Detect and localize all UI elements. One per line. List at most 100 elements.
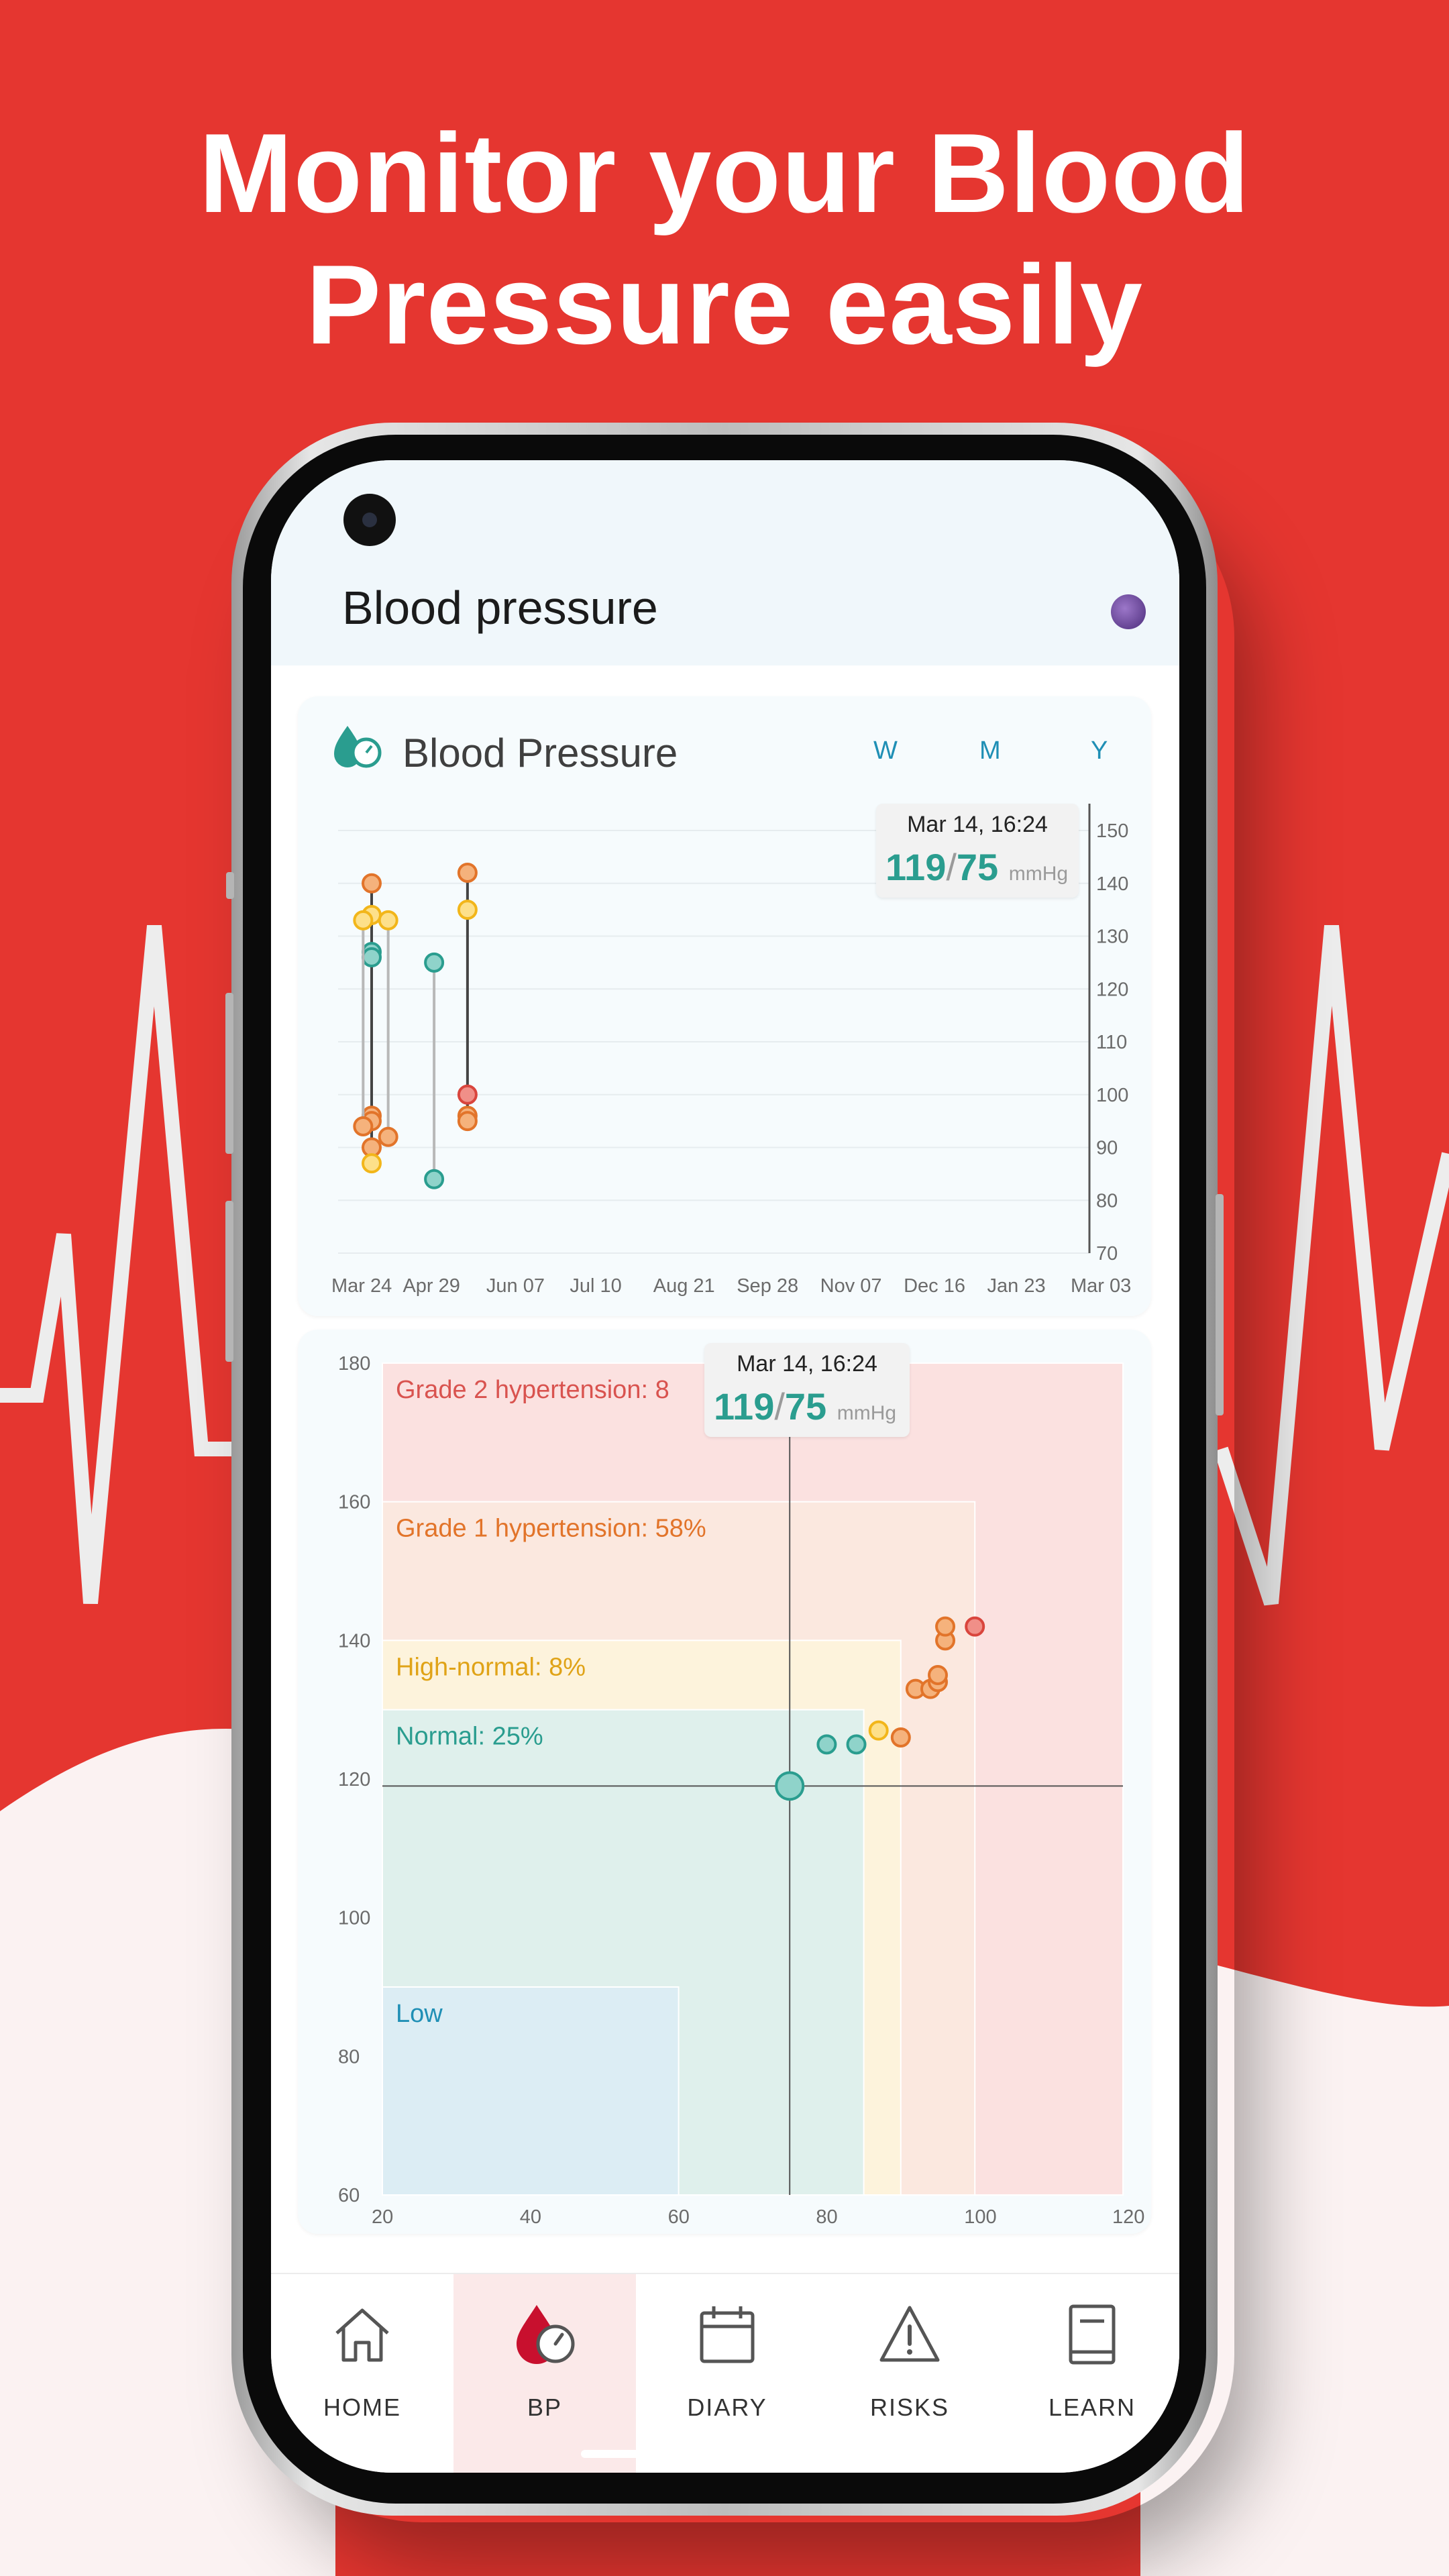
data-point [353, 910, 374, 930]
x-tick-label: Aug 21 [653, 1275, 715, 1297]
data-point [378, 1126, 398, 1147]
data-point [457, 1084, 478, 1105]
app-header: Blood pressure [271, 460, 1179, 665]
data-point [362, 947, 382, 967]
zone-label: Grade 2 hypertension: 8 [396, 1376, 669, 1404]
data-point [457, 863, 478, 883]
trend-tooltip: Mar 14, 16:24 119/75 mmHg [876, 804, 1079, 898]
range-month-button[interactable]: M [979, 737, 1001, 765]
tooltip-date: Mar 14, 16:24 [737, 1351, 877, 1377]
warning-triangle-icon [879, 2306, 940, 2362]
tab-bp[interactable]: BP [453, 2274, 636, 2473]
y-tick-label: 140 [338, 1630, 370, 1652]
data-point [928, 1665, 948, 1685]
calendar-icon [700, 2306, 755, 2363]
data-point [935, 1616, 956, 1637]
y-tick-label: 130 [1096, 926, 1128, 948]
data-point [457, 1111, 478, 1132]
data-point [816, 1734, 837, 1755]
tab-label: BP [527, 2394, 563, 2421]
x-tick-label: Dec 16 [904, 1275, 965, 1297]
tooltip-diastolic: 75 [784, 1385, 827, 1428]
x-tick-label: 20 [372, 2206, 393, 2228]
heartbeat-line-left [0, 924, 231, 1605]
range-year-button[interactable]: Y [1091, 737, 1108, 765]
book-icon [1069, 2304, 1116, 2365]
y-tick-label: 180 [338, 1353, 370, 1375]
data-point [362, 873, 382, 894]
data-point [457, 900, 478, 920]
y-tick-label: 70 [1096, 1243, 1118, 1265]
data-point [846, 1734, 867, 1755]
tab-label: RISKS [869, 2394, 950, 2421]
tooltip-systolic: 119 [714, 1385, 775, 1428]
phone-volume-button [225, 1201, 233, 1362]
zone-label: Normal: 25% [396, 1723, 543, 1751]
zone-tooltip: Mar 14, 16:24 119/75 mmHg [704, 1343, 910, 1437]
tab-learn[interactable]: LEARN [1001, 2274, 1179, 2473]
tab-label: HOME [323, 2394, 401, 2421]
phone-side-button [226, 872, 234, 899]
card-title: Blood Pressure [402, 731, 678, 775]
home-indicator [581, 2450, 869, 2458]
x-tick-label: 120 [1112, 2206, 1144, 2228]
zone-label: Grade 1 hypertension: 58% [396, 1515, 706, 1543]
y-tick-label: 80 [1096, 1190, 1118, 1212]
y-tick-label: 90 [1096, 1138, 1118, 1159]
bottom-tab-bar: HOME BP DIARY RISKS [271, 2273, 1179, 2473]
y-tick-label: 140 [1096, 873, 1128, 895]
phone-power-button [1216, 1194, 1224, 1415]
y-tick-label: 80 [338, 2046, 360, 2068]
data-point [868, 1720, 889, 1741]
tooltip-systolic: 119 [885, 846, 947, 888]
selected-data-point [775, 1771, 805, 1801]
x-tick-label: Nov 07 [820, 1275, 882, 1297]
x-tick-label: Mar 24 [331, 1275, 392, 1297]
bp-trend-card: Blood Pressure W M Y 70 80 90 100 110 120 130 1… [298, 696, 1151, 1316]
bp-trend-chart[interactable]: 70 80 90 100 110 120 130 140 150 Mar 24 Apr 29 Jun … [298, 696, 1151, 1316]
y-tick-label: 120 [1096, 979, 1128, 1000]
data-point [424, 952, 445, 973]
y-tick-label: 60 [338, 2185, 360, 2206]
x-tick-label: Apr 29 [402, 1275, 460, 1297]
tab-diary[interactable]: DIARY [636, 2274, 818, 2473]
phone-volume-button [225, 993, 233, 1154]
y-tick-label: 110 [1096, 1032, 1127, 1053]
y-tick-label: 120 [338, 1769, 370, 1790]
data-point [378, 910, 398, 930]
front-camera [343, 494, 396, 546]
headline: Monitor your Blood Pressure easily [0, 107, 1449, 370]
data-point [353, 1116, 374, 1136]
bp-drop-gauge-icon [517, 2305, 575, 2364]
tooltip-unit: mmHg [837, 1402, 897, 1424]
y-tick-label: 100 [338, 1908, 370, 1929]
x-tick-label: Sep 28 [737, 1275, 798, 1297]
data-point [890, 1727, 911, 1748]
tab-label: LEARN [1048, 2394, 1136, 2421]
x-tick-label: Jan 23 [987, 1275, 1046, 1297]
page-title: Blood pressure [342, 582, 658, 634]
bp-drop-gauge-icon [334, 726, 382, 768]
zone-band [382, 1986, 680, 2196]
data-point [965, 1616, 985, 1637]
y-tick-label: 100 [1096, 1085, 1128, 1106]
heartbeat-line-right [1214, 924, 1449, 1606]
zone-label: Low [396, 2000, 443, 2028]
y-tick-label: 160 [338, 1492, 370, 1513]
x-tick-label: 80 [816, 2206, 837, 2228]
tooltip-value: 119/75 mmHg [885, 846, 1069, 888]
tooltip-diastolic: 75 [956, 846, 999, 888]
x-tick-label: Jun 07 [486, 1275, 545, 1297]
x-tick-label: 100 [964, 2206, 996, 2228]
user-avatar[interactable] [1111, 594, 1146, 629]
range-week-button[interactable]: W [873, 737, 898, 765]
tab-risks[interactable]: RISKS [818, 2274, 1001, 2473]
data-point [362, 1153, 382, 1174]
zone-label: High-normal: 8% [396, 1653, 586, 1681]
x-tick-label: Jul 10 [570, 1275, 621, 1297]
bp-zone-chart[interactable]: Grade 2 hypertension: 8 Grade 1 hypertens… [298, 1330, 1151, 2234]
x-tick-label: 60 [668, 2206, 690, 2228]
tooltip-unit: mmHg [1008, 863, 1069, 885]
x-tick-label: Mar 03 [1071, 1275, 1131, 1297]
tab-home[interactable]: HOME [271, 2274, 453, 2473]
